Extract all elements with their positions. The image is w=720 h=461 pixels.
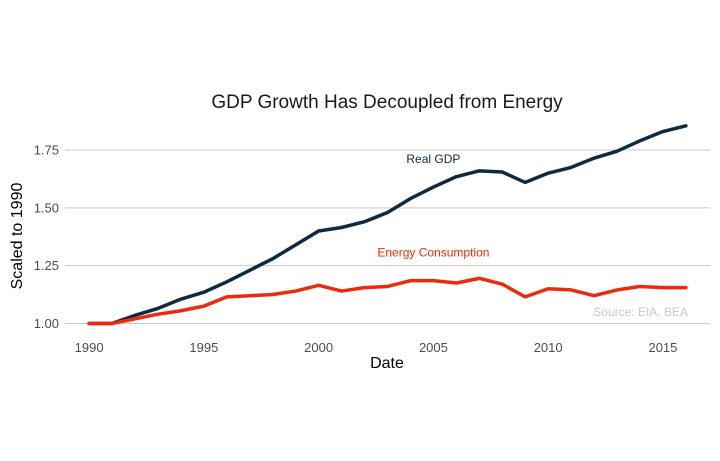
- series-group: [87, 124, 688, 326]
- y-axis-title: Scaled to 1990: [9, 183, 26, 290]
- series-line-real-gdp: [87, 124, 688, 326]
- y-tick-label: 1.75: [34, 143, 59, 158]
- x-tick-label: 2000: [304, 340, 333, 355]
- x-axis-ticks: 1990 1995 2000 2005 2010 2015: [75, 340, 678, 355]
- y-tick-label: 1.50: [34, 200, 59, 215]
- x-axis-title: Date: [370, 355, 404, 372]
- y-tick-label: 1.25: [34, 258, 59, 273]
- series-annotation: Real GDP: [406, 152, 460, 166]
- x-tick-label: 1995: [189, 340, 218, 355]
- x-tick-label: 1990: [75, 340, 104, 355]
- source-caption: Source: EIA, BEA: [593, 305, 688, 319]
- x-tick-label: 2010: [534, 340, 563, 355]
- chart-title: GDP Growth Has Decoupled from Energy: [211, 92, 563, 113]
- y-axis-ticks: 1.00 1.25 1.50 1.75: [34, 143, 59, 331]
- series-annotation: Energy Consumption: [377, 245, 489, 259]
- y-tick-label: 1.00: [34, 316, 59, 331]
- series-line-energy-consumption: [87, 276, 688, 326]
- annotations: Real GDP Energy Consumption: [377, 152, 489, 260]
- grid: [65, 149, 710, 324]
- x-tick-label: 2005: [419, 340, 448, 355]
- x-tick-label: 2015: [648, 340, 677, 355]
